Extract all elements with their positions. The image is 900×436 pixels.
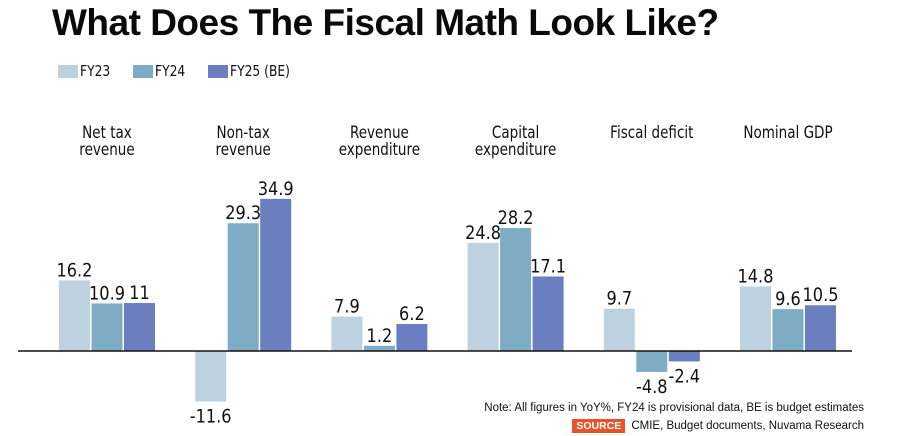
bar-fy23	[740, 286, 771, 351]
data-label: 28.2	[498, 208, 534, 230]
bar-fy25-be-	[124, 303, 155, 351]
data-label: 17.1	[530, 256, 566, 278]
legend: FY23 FY24 FY25 (BE)	[58, 62, 319, 80]
bar-fy23	[59, 280, 90, 351]
data-label: 14.8	[738, 266, 774, 288]
source-text: CMIE, Budget documents, Nuvama Research	[631, 420, 864, 432]
legend-label-fy24: FY24	[154, 62, 186, 80]
bar-fy25-be-	[805, 305, 836, 351]
category-label: Revenue expenditure	[339, 123, 420, 160]
legend-swatch-fy24	[132, 64, 153, 78]
category-label: Net tax revenue	[79, 123, 134, 160]
data-label: 29.3	[225, 203, 261, 225]
category-label-line: Non-tax	[216, 123, 269, 143]
data-label: -2.4	[669, 366, 700, 388]
category-label: Capital expenditure	[475, 123, 556, 160]
legend-item-fy24: FY24	[132, 62, 192, 80]
data-label: 34.9	[258, 179, 294, 201]
legend-label-fy25: FY25 (BE)	[229, 62, 290, 80]
bar-fy24	[636, 351, 668, 372]
bar-fy23	[603, 308, 635, 351]
data-label: 24.8	[465, 223, 501, 245]
source-badge: SOURCE	[572, 419, 626, 433]
chart-title: What Does The Fiscal Math Look Like?	[52, 2, 719, 43]
data-label: 9.7	[606, 289, 632, 311]
data-label: 10.9	[89, 283, 125, 305]
bar-fy24	[91, 303, 123, 351]
bar-fy25-be-	[396, 323, 428, 351]
category-label-line: Net tax	[82, 123, 132, 143]
data-label: 16.2	[57, 260, 93, 282]
category-label-line: Nominal GDP	[743, 123, 832, 143]
data-label: 7.9	[334, 296, 360, 318]
category-label-line: Revenue	[350, 123, 409, 143]
bar-fy25-be-	[260, 198, 292, 351]
bar-fy24	[772, 309, 804, 351]
data-label: 6.2	[399, 304, 425, 326]
category-label: Fiscal deficit	[610, 123, 693, 143]
bar-fy25-be-	[532, 276, 564, 351]
category-label-line: revenue	[216, 140, 271, 160]
data-label: 9.6	[775, 289, 801, 311]
data-label: 10.5	[803, 285, 839, 307]
category-label: Nominal GDP	[743, 123, 832, 143]
bar-fy23	[331, 316, 363, 351]
category-label-line: expenditure	[339, 140, 420, 160]
legend-label-fy23: FY23	[80, 62, 111, 80]
category-label-line: expenditure	[475, 140, 556, 160]
category-label: Non-tax revenue	[216, 123, 271, 160]
legend-swatch-fy23	[58, 64, 78, 78]
data-label: -4.8	[636, 377, 667, 399]
category-label-line: Fiscal deficit	[610, 123, 693, 143]
data-label: -11.6	[190, 406, 232, 428]
bar-fy24	[500, 228, 532, 351]
data-label: 11	[129, 283, 150, 305]
source-line: SOURCE CMIE, Budget documents, Nuvama Re…	[572, 419, 864, 433]
category-label-line: Capital	[492, 123, 539, 143]
bar-fy23	[195, 351, 227, 402]
bar-fy25-be-	[668, 351, 700, 362]
data-label: 1.2	[367, 326, 393, 348]
bar-fy24	[363, 345, 395, 351]
footnote: Note: All figures in YoY%, FY24 is provi…	[484, 402, 864, 414]
category-label-line: revenue	[79, 140, 134, 160]
legend-item-fy23: FY23	[58, 62, 117, 80]
legend-swatch-fy25	[207, 64, 228, 78]
bar-fy23	[467, 242, 499, 351]
bar-fy24	[227, 223, 259, 351]
legend-item-fy25: FY25 (BE)	[207, 62, 303, 80]
